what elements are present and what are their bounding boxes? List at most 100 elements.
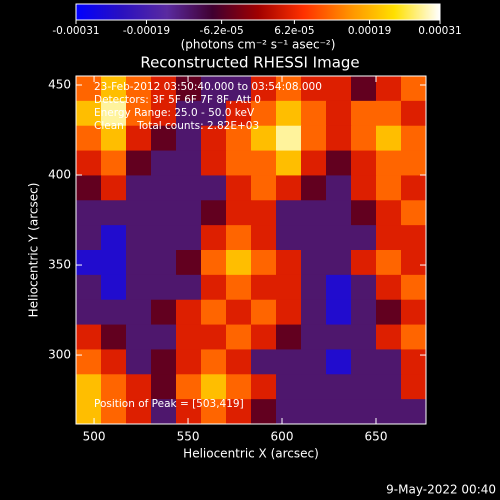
image-pixel (126, 374, 152, 400)
image-pixel (226, 374, 252, 400)
image-pixel (251, 175, 277, 201)
plot-frame (75, 75, 427, 425)
image-pixel (226, 225, 252, 251)
image-pixel (151, 349, 177, 375)
image-pixel (276, 175, 302, 201)
annotation: Clean Total counts: 2.82E+03 (94, 120, 259, 132)
image-pixel (326, 374, 352, 400)
image-pixel (176, 150, 202, 176)
image-pixel (126, 274, 152, 301)
image-pixel (151, 225, 177, 251)
colorbar-tick-label: -6.2e-05 (200, 25, 244, 37)
image-pixel (301, 125, 327, 152)
image-pixel (151, 76, 177, 102)
y-tick-label: 400 (48, 168, 71, 182)
image-pixel (251, 125, 277, 152)
peak-label: Position of Peak = [503,419] (94, 398, 244, 410)
image-pixel (401, 324, 427, 350)
image-pixel (326, 200, 352, 226)
image-pixel (301, 175, 327, 201)
image-pixel (76, 150, 102, 176)
image-pixel (301, 399, 327, 425)
image-pixel (351, 175, 377, 201)
image-pixel (201, 349, 227, 375)
image-pixel (301, 250, 327, 276)
image-pixel (376, 374, 402, 400)
image-pixel (401, 125, 427, 152)
image-pixel (376, 175, 402, 201)
image-pixel (276, 299, 302, 326)
image-pixel (201, 100, 227, 127)
image-pixel (226, 125, 252, 152)
image-pixel (301, 349, 327, 375)
image-pixel (326, 250, 352, 276)
annotation: 23-Feb-2012 03:50:40.000 to 03:54:08.000 (94, 81, 322, 93)
image-pixel (301, 200, 327, 226)
image-pixel (326, 399, 352, 425)
image-pixel (126, 150, 152, 176)
image-pixel (126, 299, 152, 326)
image-pixel (176, 374, 202, 400)
image-pixel (101, 299, 127, 326)
image-pixel (126, 125, 152, 152)
image-pixel (76, 125, 102, 152)
image-pixel (276, 399, 302, 425)
image-pixel (76, 175, 102, 201)
image-pixel (351, 150, 377, 176)
x-tick-label: 550 (177, 430, 200, 444)
image-pixel (276, 250, 302, 276)
image-pixel (351, 299, 377, 326)
image-pixel (376, 324, 402, 350)
image-pixel (326, 125, 352, 152)
image-pixel (301, 374, 327, 400)
image-pixel (301, 299, 327, 326)
image-pixel (401, 200, 427, 226)
image-pixel (101, 274, 127, 301)
x-tick-label: 600 (271, 430, 294, 444)
image-pixel (101, 175, 127, 201)
image-pixel (176, 76, 202, 102)
image-pixel (226, 399, 252, 425)
image-pixel (101, 76, 127, 102)
colorbar-tick-label: 0.00019 (348, 25, 391, 37)
image-pixel (101, 150, 127, 176)
image-pixel (276, 349, 302, 375)
image-pixel (326, 150, 352, 176)
image-pixel (276, 125, 302, 152)
image-pixel (76, 274, 102, 301)
image-pixel (101, 125, 127, 152)
x-axis-label: Heliocentric X (arcsec) (183, 447, 319, 461)
image-pixel (76, 100, 102, 127)
image-pixel (176, 250, 202, 276)
image-pixel (301, 225, 327, 251)
image-pixel (151, 200, 177, 226)
image-pixel (276, 225, 302, 251)
image-pixel (126, 200, 152, 226)
image-pixel (226, 299, 252, 326)
image-pixel (151, 125, 177, 152)
image-pixel (176, 274, 202, 301)
image-pixel (351, 324, 377, 350)
image-pixel (401, 274, 427, 301)
chart-title: Reconstructed RHESSI Image (140, 54, 359, 72)
image-pixel (276, 274, 302, 301)
image-pixel (101, 374, 127, 400)
image-pixel (226, 324, 252, 350)
image-pixel (226, 175, 252, 201)
footer: 9-May-2022 00:40 (386, 483, 496, 497)
image-pixel (101, 324, 127, 350)
image-pixel (226, 76, 252, 102)
image-pixel (126, 175, 152, 201)
image-pixel (226, 200, 252, 226)
image-pixel (326, 324, 352, 350)
image-pixel (301, 150, 327, 176)
image-pixel (251, 274, 277, 301)
image-pixel (251, 299, 277, 326)
image-pixel (351, 125, 377, 152)
image-pixel (76, 76, 102, 102)
image-pixel (351, 250, 377, 276)
image-pixel (126, 399, 152, 425)
image-pixel (201, 150, 227, 176)
image-pixel (126, 349, 152, 375)
